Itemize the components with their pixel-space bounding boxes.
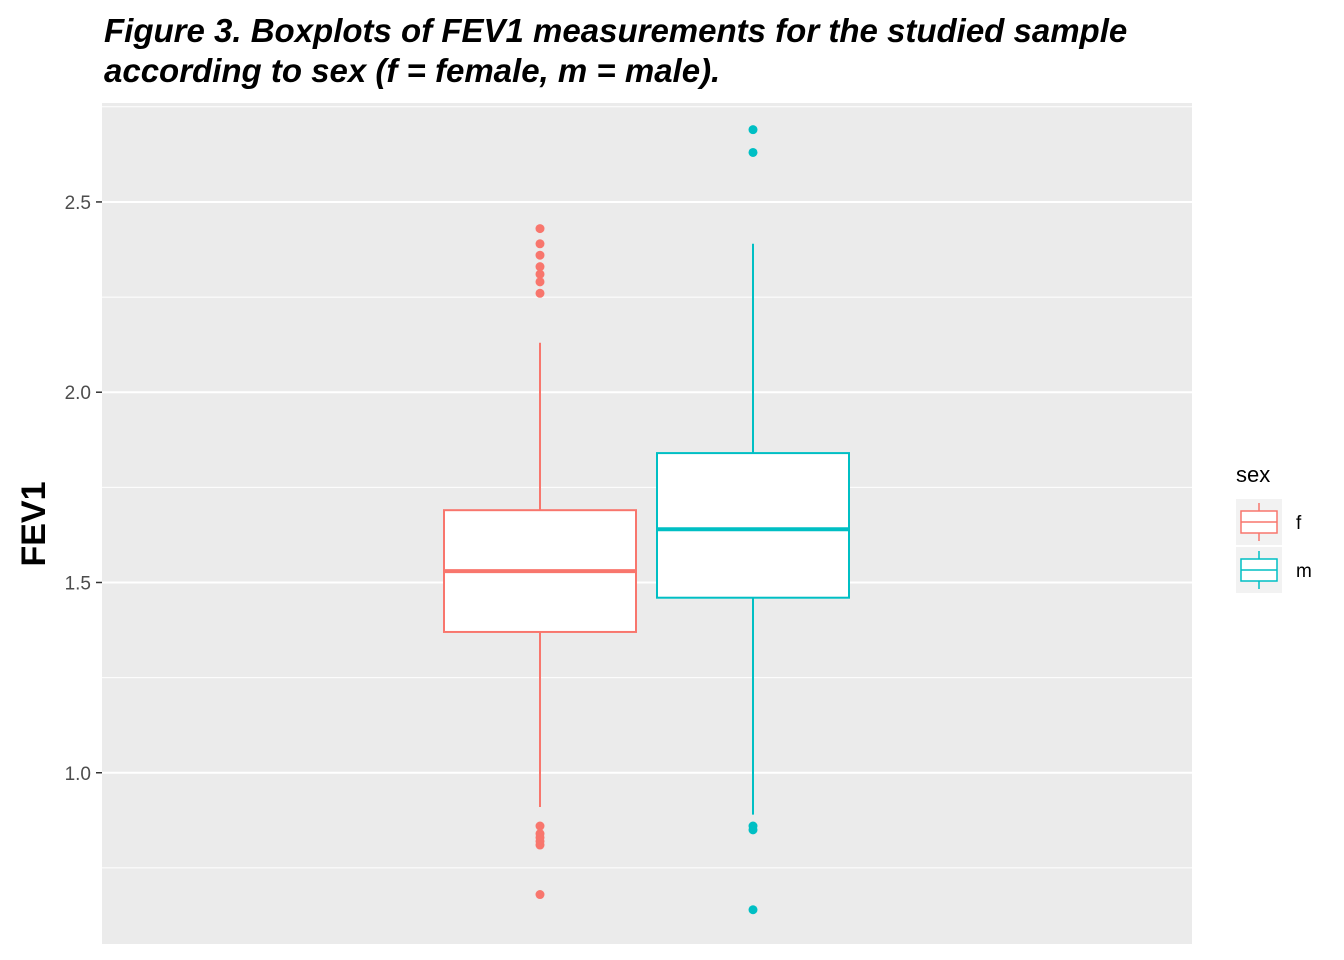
y-axis-ticks: 1.0 1.5 2.0 2.5 [65,193,102,785]
outlier-point [748,147,758,157]
y-axis-label: FEV1 [15,481,53,566]
outlier-point [535,288,545,298]
legend-item-f: f [1236,499,1302,545]
y-tick-label: 2.5 [65,193,91,214]
legend-label: m [1296,561,1312,582]
legend-item-m: m [1236,547,1312,593]
y-tick-label: 2.0 [65,383,91,404]
outlier-point [535,890,545,900]
y-tick-label: 1.0 [65,764,91,785]
outlier-point [535,821,545,831]
outlier-point [535,239,545,249]
minor-gridlines [102,106,1192,869]
major-gridlines [102,200,1192,774]
iqr-box [656,452,850,599]
outlier-point [748,825,758,835]
legend-title: sex [1236,462,1270,487]
legend-label: f [1296,513,1302,534]
chart-title-line-1: Figure 3. Boxplots of FEV1 measurements … [104,12,1127,49]
y-tick-label: 1.5 [65,573,91,594]
outlier-point [535,277,545,287]
outlier-point [748,125,758,135]
chart-title-line-2: according to sex (f = female, m = male). [104,52,720,89]
legend: fm [1236,499,1312,593]
box-m [656,125,850,915]
outlier-point [535,224,545,234]
outlier-point [535,262,545,272]
outlier-point [535,250,545,260]
outlier-point [535,840,545,850]
outlier-point [748,905,758,915]
outlier-point [535,269,545,279]
box-f [443,224,637,900]
plot-panel [102,103,1192,944]
boxes [443,125,850,915]
